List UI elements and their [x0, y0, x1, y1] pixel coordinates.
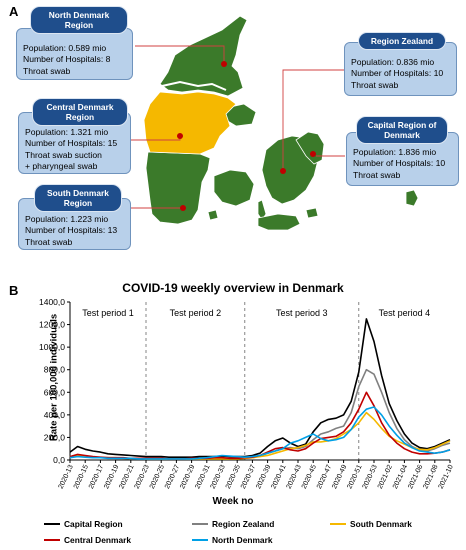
dot-capital	[310, 151, 316, 157]
chart-axes: 0,0 200,0 400,0 600,0 800,0 1000,0 1200,0 1400,…	[39, 297, 455, 490]
zealand-region-header: Region Zealand	[358, 32, 446, 50]
series-line-central-denmark	[69, 391, 451, 460]
region-dots	[177, 61, 316, 211]
lolland-shape	[257, 213, 301, 231]
test-period-label: Test period 2	[170, 308, 222, 318]
north-name-line2: Region	[64, 20, 94, 30]
north-swab: Throat swab	[23, 65, 71, 76]
y-tick-label: 0,0	[53, 455, 65, 465]
dot-north	[221, 61, 227, 67]
north-population: Population: 0.589 mio	[23, 43, 107, 53]
dot-zealand	[280, 168, 286, 174]
denmark-map	[120, 15, 419, 231]
series-line-region-zealand	[69, 368, 451, 460]
y-tick-label: 400,0	[44, 410, 66, 420]
y-tick-label: 200,0	[44, 432, 66, 442]
central-hospitals: Number of Hospitals: 15	[25, 138, 118, 149]
legend-item-zealand: Region Zealand	[192, 519, 274, 529]
south-population: Population: 1.223 mio	[25, 214, 109, 224]
funen-shape	[213, 169, 255, 207]
central-name-line2: Region	[65, 112, 95, 122]
y-tick-label: 1200,0	[39, 320, 65, 330]
test-period-markers: Test period 1 Test period 2 Test period 3 T…	[82, 302, 430, 460]
legend-label-capital: Capital Region	[64, 519, 123, 529]
zealand-population: Population: 0.836 mio	[351, 57, 435, 67]
legend-swatch-central	[44, 539, 60, 541]
south-name-line1: South Denmark	[47, 187, 109, 198]
legend-label-central: Central Denmark	[64, 535, 132, 545]
capital-population: Population: 1.836 mio	[353, 147, 437, 157]
chart-title: COVID-19 weekly overview in Denmark	[122, 281, 344, 295]
legend-label-north: North Denmark	[212, 535, 273, 545]
legend-swatch-north	[192, 539, 208, 541]
zealand-swab: Throat swab	[351, 79, 399, 90]
capital-name-line1: Capital Region of	[367, 119, 437, 130]
south-region-header: South Denmark Region	[34, 184, 122, 212]
south-name-line2: Region	[63, 198, 93, 208]
moen-shape	[305, 207, 319, 219]
test-period-label: Test period 4	[379, 308, 431, 318]
zealand-hospitals: Number of Hospitals: 10	[351, 68, 444, 79]
south-hospitals: Number of Hospitals: 13	[25, 225, 118, 236]
legend-label-zealand: Region Zealand	[212, 519, 275, 529]
central-name-line1: Central Denmark	[46, 101, 114, 112]
north-hospitals: Number of Hospitals: 8	[23, 54, 111, 65]
y-tick-label: 1000,0	[39, 342, 65, 352]
connector-north	[135, 45, 225, 64]
panel-label-a: A	[9, 4, 19, 19]
central-swab-extra: + pharyngeal swab	[25, 161, 98, 172]
central-swab: Throat swab suction	[25, 149, 102, 160]
legend-label-south: South Denmark	[350, 519, 412, 529]
legend-swatch-capital	[44, 523, 60, 525]
bornholm-shape	[405, 189, 419, 207]
test-period-label: Test period 1	[82, 308, 134, 318]
north-name-line1: North Denmark	[48, 9, 110, 20]
series-line-north-denmark	[69, 406, 451, 460]
north-denmark-region-shape	[159, 15, 248, 97]
x-axis-label: Week no	[212, 496, 254, 507]
south-swab: Throat swab	[25, 236, 73, 247]
zealand-info-box: Population: 0.836 mio Number of Hospital…	[344, 42, 457, 96]
als-shape	[207, 209, 219, 221]
y-tick-label: 600,0	[44, 387, 66, 397]
legend-item-south: South Denmark	[330, 519, 412, 529]
capital-name-line2: Denmark	[384, 130, 420, 140]
capital-swab: Throat swab	[353, 169, 401, 180]
chart-plot: Test period 1 Test period 2 Test period 3 T…	[39, 297, 455, 490]
north-info-box: Population: 0.589 mio Number of Hospital…	[16, 28, 133, 80]
panel-label-b: B	[9, 283, 19, 298]
legend-item-capital: Capital Region	[44, 519, 123, 529]
legend-swatch-south	[330, 523, 346, 525]
y-tick-label: 800,0	[44, 365, 66, 375]
legend-item-north: North Denmark	[192, 535, 273, 545]
connector-zealand	[282, 69, 345, 171]
chart-legend: Capital Region Region Zealand South Denm…	[44, 519, 464, 549]
chart-series-lines	[69, 318, 451, 460]
zealand-name-line1: Region Zealand	[370, 35, 434, 46]
central-denmark-region-shape	[143, 91, 237, 155]
map-land	[145, 15, 419, 231]
north-region-header: North Denmark Region	[30, 6, 128, 34]
x-tick-label: 2021-10	[438, 464, 455, 490]
dot-central	[177, 133, 183, 139]
south-denmark-region-shape	[145, 151, 211, 225]
limfjord	[161, 80, 227, 91]
capital-hospitals: Number of Hospitals: 10	[353, 158, 446, 169]
test-period-label: Test period 3	[276, 308, 328, 318]
central-population: Population: 1.321 mio	[25, 127, 109, 137]
capital-region-header: Capital Region of Denmark	[356, 116, 448, 144]
legend-swatch-zealand	[192, 523, 208, 525]
central-region-header: Central Denmark Region	[32, 98, 128, 126]
dot-south	[180, 205, 186, 211]
y-tick-label: 1400,0	[39, 297, 65, 307]
series-line-capital-region	[69, 318, 451, 458]
legend-item-central: Central Denmark	[44, 535, 131, 545]
